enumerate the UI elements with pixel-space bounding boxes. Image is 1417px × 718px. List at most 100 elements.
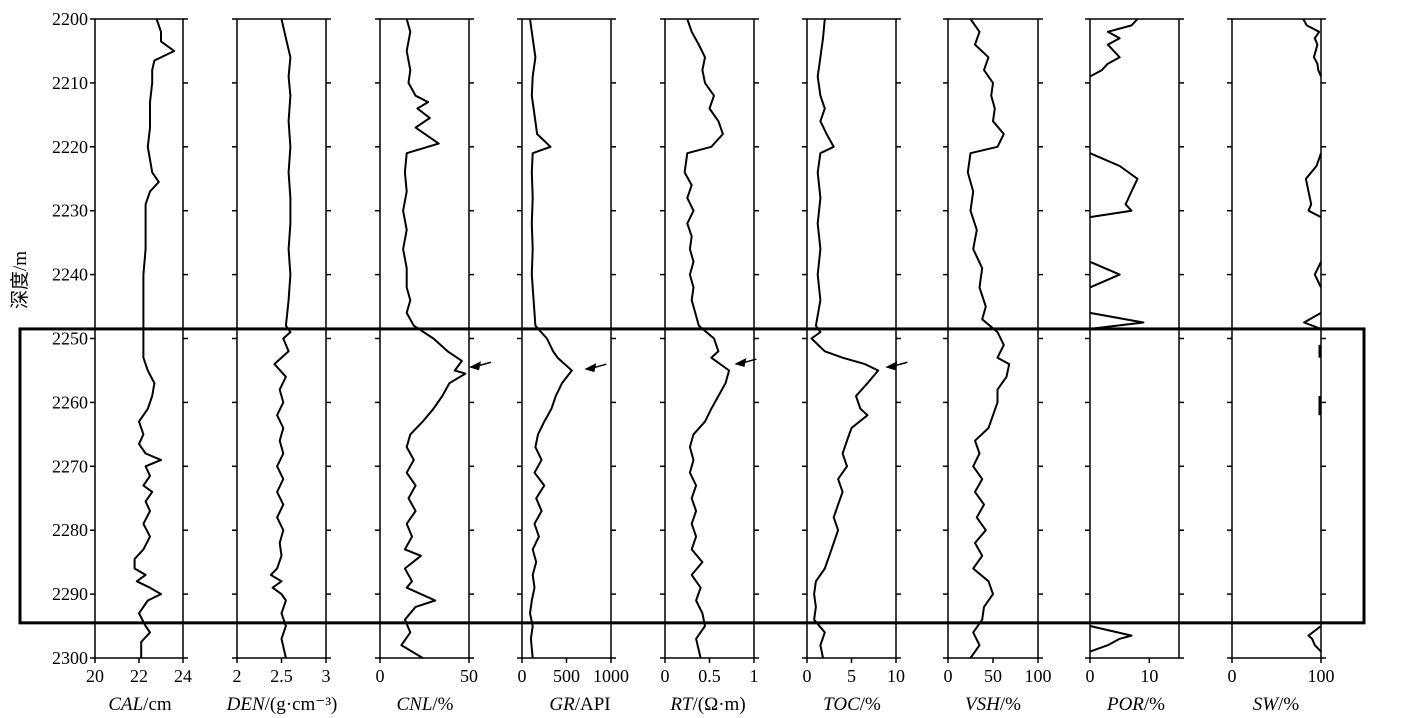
track-sw: 0 100 SW/%: [1227, 18, 1335, 715]
arrow-cnl: [469, 361, 492, 371]
track-frame-toc: [806, 18, 897, 659]
curve-sw-segment-1: [1304, 152, 1322, 218]
track-label-cnl: CNL/%: [396, 694, 453, 715]
curve-vsh: [966, 18, 1011, 659]
track-den: 2 2.5 3 DEN/(g·cm⁻³): [226, 18, 338, 715]
track-frame-den: [236, 18, 327, 659]
arrow-head: [734, 358, 747, 368]
tick-label-por: 10: [1140, 666, 1158, 686]
curve-por-segment-4: [1089, 625, 1133, 653]
tick-label-cal: 22: [130, 666, 148, 686]
depth-tick-label: 2250: [52, 329, 88, 349]
tick-label-cal: 24: [174, 666, 192, 686]
depth-axis: 2200 2210 2220 2230 2240 2250 2260 2270 2280 2290…: [52, 9, 88, 668]
depth-tick-label: 2240: [52, 265, 88, 285]
track-label-gr: GR/API: [549, 694, 610, 715]
track-unit-sw: /%: [1278, 694, 1299, 715]
tick-label-cal: 20: [86, 666, 104, 686]
depth-tick-label: 2210: [52, 73, 88, 93]
curve-rt: [683, 18, 731, 659]
track-unit-vsh: /%: [1000, 694, 1021, 715]
curve-toc: [810, 18, 880, 659]
track-frame-cal: [94, 18, 184, 659]
track-name-vsh: VSH: [965, 694, 1001, 715]
tick-label-toc: 0: [803, 666, 812, 686]
track-unit-cnl: /%: [432, 694, 453, 715]
tick-label-sw: 0: [1228, 666, 1237, 686]
arrow-gr: [584, 363, 607, 373]
curve-sw-segment-0: [1302, 18, 1322, 77]
curve-por-segment-2: [1089, 260, 1121, 289]
depth-axis-label: 深度/m: [9, 251, 31, 309]
tick-label-vsh: 100: [1025, 666, 1052, 686]
curve-por-segment-3: [1089, 311, 1145, 330]
track-name-cal: CAL: [108, 694, 143, 715]
tick-label-vsh: 0: [944, 666, 953, 686]
track-name-sw: SW: [1253, 694, 1281, 715]
highlight-interval-box: [18, 327, 1366, 625]
tick-label-rt: 1: [750, 666, 759, 686]
curve-cnl: [400, 18, 467, 659]
tick-label-cnl: 50: [460, 666, 478, 686]
tick-label-gr: 500: [553, 666, 580, 686]
track-cnl: 0 50 CNL/%: [375, 18, 478, 715]
track-label-vsh: VSH/%: [965, 694, 1021, 715]
track-label-rt: RT/(Ω·m): [669, 694, 745, 715]
depth-tick-label: 2260: [52, 392, 88, 412]
curve-sw-segment-2: [1313, 261, 1322, 288]
track-name-por: POR: [1106, 694, 1144, 715]
tick-label-rt: 0.5: [698, 666, 721, 686]
depth-tick-label: 2270: [52, 456, 88, 476]
track-label-toc: TOC/%: [823, 694, 881, 715]
track-label-por: POR/%: [1106, 694, 1165, 715]
tick-label-den: 2: [233, 666, 242, 686]
tick-label-vsh: 50: [984, 666, 1002, 686]
curve-gr: [529, 18, 573, 659]
curve-cal: [133, 18, 176, 658]
tick-label-den: 3: [322, 666, 331, 686]
track-frame-por: [1089, 18, 1180, 659]
arrow-head: [469, 361, 481, 371]
track-frame-sw: [1231, 18, 1322, 659]
depth-tick-label: 2290: [52, 584, 88, 604]
tick-label-sw: 100: [1308, 666, 1335, 686]
depth-tick-label: 2230: [52, 201, 88, 221]
track-label-den: DEN/(g·cm⁻³): [226, 694, 338, 715]
depth-tick-label: 2300: [52, 648, 88, 668]
track-rt: 0 0.5 1RT/(Ω·m): [660, 18, 759, 715]
depth-tick-label: 2280: [52, 520, 88, 540]
tick-label-cnl: 0: [376, 666, 385, 686]
tick-label-den: 2.5: [270, 666, 293, 686]
track-gr: 0 500 1000 GR/API: [517, 18, 629, 715]
depth-tick-label: 2220: [52, 137, 88, 157]
tick-label-rt: 0: [661, 666, 670, 686]
track-toc: 0 5 10 TOC/%: [802, 18, 905, 715]
track-frame-rt: [664, 18, 755, 659]
track-name-cnl: CNL: [396, 694, 432, 715]
track-name-gr: GR: [549, 694, 575, 715]
track-unit-por: /%: [1144, 694, 1165, 715]
track-unit-den: /(g·cm⁻³): [265, 694, 338, 715]
tick-label-toc: 10: [887, 666, 905, 686]
tick-label-gr: 1000: [593, 666, 629, 686]
track-name-den: DEN: [226, 694, 266, 715]
curve-sw-segment-3: [1303, 312, 1322, 330]
arrow-toc: [885, 361, 908, 371]
tick-label-por: 0: [1086, 666, 1095, 686]
track-unit-toc: /%: [860, 694, 881, 715]
peak-arrows: [469, 358, 908, 373]
track-unit-cal: /cm: [143, 694, 172, 715]
curve-den: [269, 18, 292, 659]
arrow-head: [584, 363, 597, 373]
depth-tick-label: 2200: [52, 9, 88, 29]
curve-por-segment-0: [1089, 18, 1139, 78]
track-unit-gr: /API: [575, 694, 611, 715]
track-por: 0 10 POR/%: [1085, 18, 1184, 715]
track-label-sw: SW/%: [1253, 694, 1300, 715]
track-label-cal: CAL/cm: [108, 694, 172, 715]
curve-por-segment-1: [1089, 152, 1139, 219]
track-unit-rt: /(Ω·m): [693, 694, 746, 715]
track-name-toc: TOC: [823, 694, 860, 715]
